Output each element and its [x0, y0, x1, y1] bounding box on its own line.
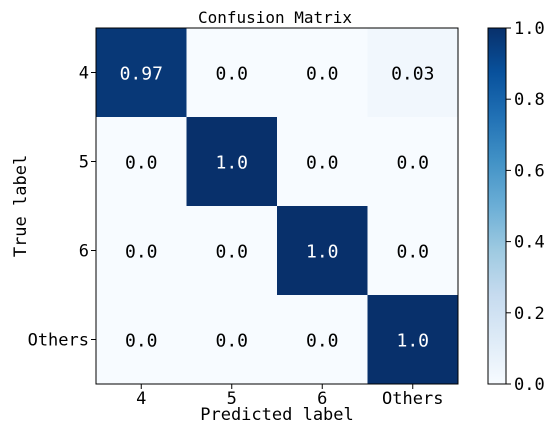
cell-value-label: 0.97 — [120, 64, 163, 85]
heatmap-cell — [96, 117, 187, 206]
y-tick-label: 4 — [79, 64, 89, 84]
chart-title: Confusion Matrix — [198, 8, 352, 27]
y-tick-label: Others — [28, 331, 89, 351]
heatmap-cell — [186, 117, 277, 206]
cell-value-label: 0.0 — [396, 153, 429, 174]
colorbar-tick-label: 0.6 — [514, 161, 545, 181]
colorbar — [487, 27, 507, 385]
heatmap-cell — [277, 117, 368, 206]
heatmap-cell — [367, 295, 458, 384]
heatmap-cell — [277, 28, 368, 117]
cell-value-label: 1.0 — [215, 153, 248, 174]
heatmap-cell — [186, 206, 277, 295]
colorbar-tick-label: 0.4 — [514, 233, 545, 253]
x-tick-label: 4 — [136, 389, 146, 409]
heatmap-cell — [367, 206, 458, 295]
x-axis-ticks: 4 5 6 Others — [136, 384, 443, 409]
cell-value-label: 1.0 — [396, 331, 429, 352]
colorbar-tick-label: 0.2 — [514, 304, 545, 324]
cell-value-label: 0.0 — [125, 153, 158, 174]
cell-value-label: 0.0 — [306, 64, 339, 85]
x-tick-label: Others — [382, 389, 443, 409]
heatmap-cell-labels: 0.97 0.0 0.0 0.03 0.0 1.0 0.0 0.0 0.0 0.0 1.0 0.0 0.… — [120, 64, 435, 352]
heatmap-cell — [96, 28, 187, 117]
cell-value-label: 0.0 — [396, 242, 429, 263]
cell-value-label: 0.03 — [391, 64, 434, 85]
cell-value-label: 1.0 — [306, 242, 339, 263]
heatmap-cell — [96, 206, 187, 295]
cell-value-label: 0.0 — [306, 153, 339, 174]
heatmap-cell — [277, 295, 368, 384]
colorbar-tick-label: 1.0 — [514, 19, 545, 39]
x-tick-label: 6 — [317, 389, 327, 409]
heatmap-cell — [367, 28, 458, 117]
cell-value-label: 0.0 — [215, 242, 248, 263]
x-axis-label: Predicted label — [200, 405, 354, 425]
y-tick-label: 5 — [79, 153, 89, 173]
heatmap-cell — [96, 295, 187, 384]
heatmap-cell — [186, 28, 277, 117]
cell-value-label: 0.0 — [125, 331, 158, 352]
colorbar-ticks: 0.0 0.2 0.4 0.6 0.8 1.0 — [506, 19, 545, 395]
cell-value-label: 0.0 — [125, 242, 158, 263]
y-axis-label: True label — [11, 155, 31, 257]
plot-frame — [95, 27, 459, 385]
heatmap-cell — [277, 206, 368, 295]
heatmap-cell — [186, 295, 277, 384]
x-tick-label: 5 — [227, 389, 237, 409]
y-tick-label: 6 — [79, 242, 89, 262]
heatmap-cells — [96, 28, 458, 384]
cell-value-label: 0.0 — [215, 331, 248, 352]
y-axis-ticks: 4 5 6 Others — [28, 64, 96, 351]
cell-value-label: 0.0 — [215, 64, 248, 85]
colorbar-tick-label: 0.8 — [514, 90, 545, 110]
cell-value-label: 0.0 — [306, 331, 339, 352]
heatmap-cell — [367, 117, 458, 206]
colorbar-tick-label: 0.0 — [514, 375, 545, 395]
